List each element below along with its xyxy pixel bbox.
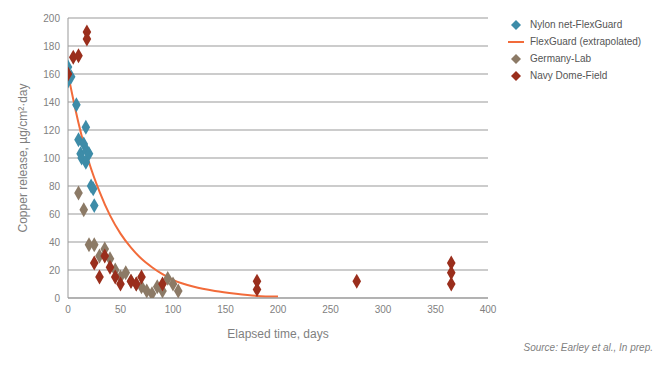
html-text:Nylon net-FlexGuard: Nylon net-FlexGuard	[530, 19, 623, 30]
html-text:Navy Dome-Field: Navy Dome-Field	[530, 70, 608, 81]
svg-text:400: 400	[480, 304, 497, 315]
html-text:Source: Earley et al., In prep: Source: Earley et al., In prep.	[523, 342, 653, 353]
svg-text:50: 50	[115, 304, 127, 315]
svg-text:140: 140	[43, 97, 60, 108]
html-text:Germany-Lab: Germany-Lab	[530, 53, 592, 64]
svg-text:200: 200	[43, 13, 60, 24]
svg-text:350: 350	[427, 304, 444, 315]
svg-text:Elapsed time, days: Elapsed time, days	[227, 327, 328, 341]
html-text:FlexGuard (extrapolated): FlexGuard (extrapolated)	[530, 36, 642, 47]
svg-text:Copper release, µg/cm²·day: Copper release, µg/cm²·day	[16, 84, 30, 233]
svg-text:20: 20	[49, 265, 61, 276]
svg-text:0: 0	[54, 293, 60, 304]
svg-text:0: 0	[65, 304, 71, 315]
svg-text:150: 150	[217, 304, 234, 315]
svg-text:300: 300	[375, 304, 392, 315]
svg-text:60: 60	[49, 209, 61, 220]
svg-text:80: 80	[49, 181, 61, 192]
svg-text:40: 40	[49, 237, 61, 248]
svg-text:200: 200	[270, 304, 287, 315]
svg-text:250: 250	[322, 304, 339, 315]
svg-text:100: 100	[43, 153, 60, 164]
svg-text:180: 180	[43, 41, 60, 52]
svg-text:120: 120	[43, 125, 60, 136]
svg-text:160: 160	[43, 69, 60, 80]
svg-text:100: 100	[165, 304, 182, 315]
